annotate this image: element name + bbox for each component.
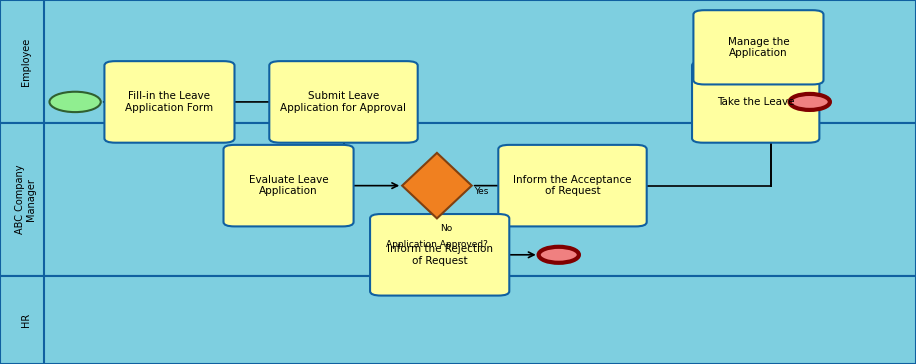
- Text: ABC Company
Manager: ABC Company Manager: [15, 165, 37, 234]
- Text: No: No: [440, 224, 453, 233]
- Bar: [0, 0, 916, 123]
- Text: Fill-in the Leave
Application Form: Fill-in the Leave Application Form: [125, 91, 213, 113]
- Text: Application Approved?: Application Approved?: [386, 240, 488, 249]
- FancyBboxPatch shape: [104, 61, 234, 143]
- Text: Inform the Rejection
of Request: Inform the Rejection of Request: [387, 244, 493, 266]
- Text: Manage the
Application: Manage the Application: [727, 36, 790, 58]
- Bar: [0, 123, 916, 276]
- Text: Submit Leave
Application for Approval: Submit Leave Application for Approval: [280, 91, 407, 113]
- FancyBboxPatch shape: [693, 10, 823, 84]
- Circle shape: [790, 94, 830, 110]
- Circle shape: [539, 247, 579, 263]
- Text: Take the Leave: Take the Leave: [717, 97, 794, 107]
- Text: HR: HR: [21, 313, 30, 327]
- Text: Yes: Yes: [474, 187, 489, 195]
- Circle shape: [49, 92, 101, 112]
- FancyBboxPatch shape: [269, 61, 418, 143]
- FancyBboxPatch shape: [498, 145, 647, 226]
- Bar: [0, 276, 916, 364]
- Text: Evaluate Leave
Application: Evaluate Leave Application: [249, 175, 328, 197]
- Polygon shape: [402, 153, 472, 218]
- FancyBboxPatch shape: [692, 61, 819, 143]
- Text: Employee: Employee: [21, 37, 30, 86]
- Text: Inform the Acceptance
of Request: Inform the Acceptance of Request: [513, 175, 632, 197]
- FancyBboxPatch shape: [370, 214, 509, 296]
- FancyBboxPatch shape: [224, 145, 354, 226]
